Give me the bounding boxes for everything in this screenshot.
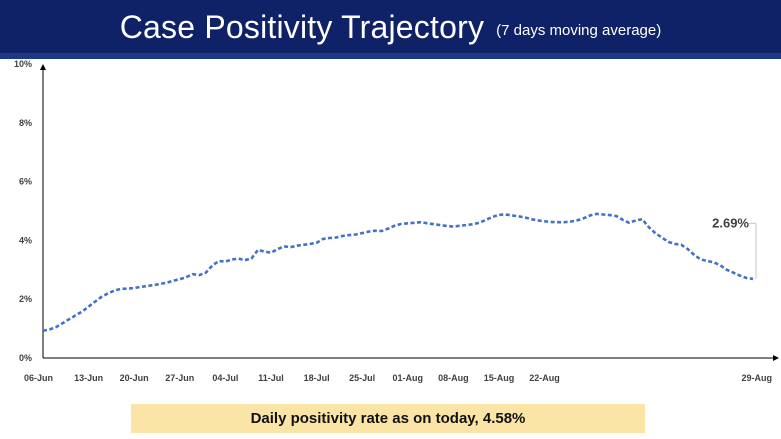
x-tick-label: 01-Aug [393, 373, 424, 383]
banner-underline [0, 53, 781, 59]
chart-axes [40, 64, 779, 361]
daily-positivity-banner: Daily positivity rate as on today, 4.58% [131, 404, 645, 433]
x-tick-label: 13-Jun [74, 373, 103, 383]
x-axis-tick-labels: 06-Jun 13-Jun 20-Jun 27-Jun 04-Jul 11-Jul 18-J… [24, 373, 772, 383]
x-tick-label: 08-Aug [438, 373, 469, 383]
title-banner: Case Positivity Trajectory (7 days movin… [0, 0, 781, 53]
y-tick-label: 0% [19, 353, 32, 363]
x-tick-label: 18-Jul [304, 373, 330, 383]
x-tick-label: 29-Aug [741, 373, 772, 383]
x-tick-label: 27-Jun [165, 373, 194, 383]
x-tick-label: 11-Jul [258, 373, 284, 383]
x-tick-label: 06-Jun [24, 373, 53, 383]
x-tick-label: 20-Jun [120, 373, 149, 383]
series-line [42, 212, 754, 332]
annotation-group: 2.69% [712, 215, 757, 279]
y-tick-label: 6% [19, 177, 32, 187]
x-tick-label: 22-Aug [529, 373, 560, 383]
x-axis-arrow-icon [773, 355, 779, 361]
y-axis-arrow-icon [40, 64, 46, 70]
chart-title: Case Positivity Trajectory [119, 8, 485, 45]
y-axis-tick-labels: 0% 2% 4% 6% 8% 10% [14, 59, 32, 363]
y-tick-label: 10% [14, 59, 32, 69]
x-tick-label: 15-Aug [484, 373, 515, 383]
y-tick-label: 8% [19, 118, 32, 128]
y-tick-label: 2% [19, 294, 32, 304]
y-tick-label: 4% [19, 235, 32, 245]
annotation-label: 2.69% [712, 215, 749, 230]
x-tick-label: 04-Jul [212, 373, 238, 383]
chart-subtitle: (7 days moving average) [496, 22, 662, 39]
series-group [42, 212, 754, 332]
x-tick-label: 25-Jul [349, 373, 375, 383]
daily-positivity-text: Daily positivity rate as on today, 4.58% [250, 410, 526, 427]
